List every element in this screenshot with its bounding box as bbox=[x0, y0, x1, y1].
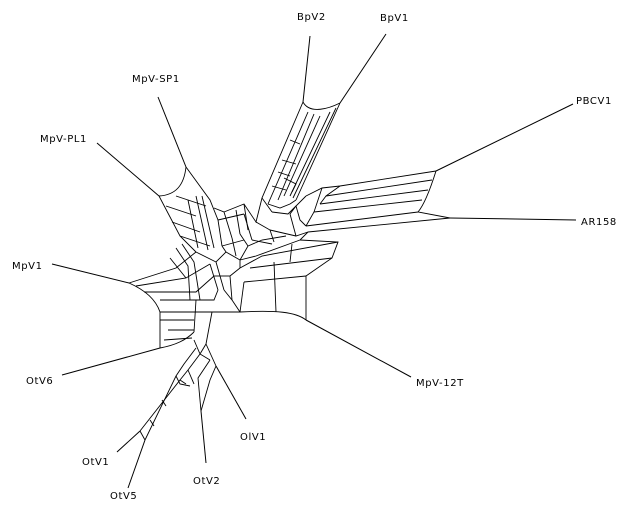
branch-bpv1 bbox=[339, 33, 387, 104]
branch-otv5 bbox=[127, 439, 146, 489]
label-otv1: OtV1 bbox=[82, 457, 109, 468]
branch-otv2 bbox=[200, 410, 207, 464]
label-ar158: AR158 bbox=[581, 217, 617, 228]
branch-ar158 bbox=[449, 217, 577, 221]
label-otv6: OtV6 bbox=[26, 376, 53, 387]
branch-otv6 bbox=[61, 347, 161, 376]
label-bpv1: BpV1 bbox=[380, 13, 409, 24]
label-otv2: OtV2 bbox=[193, 476, 220, 487]
branch-mpvpl1 bbox=[96, 142, 160, 197]
branch-mpv1 bbox=[51, 263, 130, 284]
label-pbcv1: PBCV1 bbox=[576, 96, 612, 107]
branch-mpvsp1 bbox=[157, 96, 187, 168]
taxon-labels: BpV2 BpV1 MpV-SP1 PBCV1 MpV-PL1 AR158 Mp… bbox=[12, 12, 617, 502]
label-mpv1: MpV1 bbox=[12, 261, 43, 272]
label-mpvpl1: MpV-PL1 bbox=[40, 134, 87, 145]
branch-otv1 bbox=[116, 430, 141, 453]
label-otv5: OtV5 bbox=[110, 491, 137, 502]
label-bpv2: BpV2 bbox=[297, 12, 326, 23]
branch-pbcv1 bbox=[435, 103, 574, 172]
branch-mpv12t bbox=[305, 319, 412, 378]
terminal-branches bbox=[51, 33, 577, 489]
label-mpvsp1: MpV-SP1 bbox=[132, 74, 180, 85]
branch-olv1 bbox=[215, 365, 247, 420]
branch-bpv2 bbox=[302, 35, 311, 103]
label-mpv12t: MpV-12T bbox=[416, 378, 464, 389]
splits-web bbox=[128, 101, 451, 441]
label-olv1: OlV1 bbox=[240, 432, 266, 443]
